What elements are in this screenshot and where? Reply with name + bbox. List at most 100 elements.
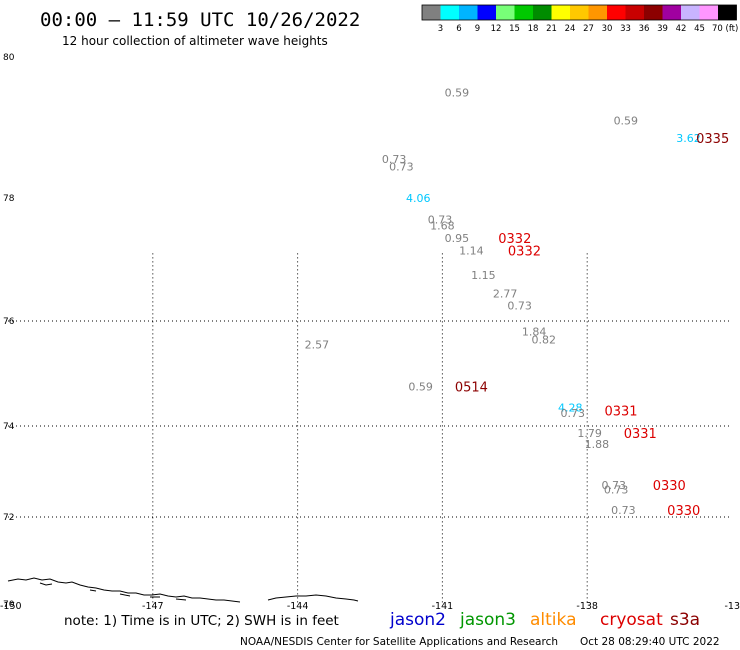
coastline-alaska [7, 577, 241, 603]
latitude-label: 70 [3, 600, 15, 610]
generated-timestamp: Oct 28 08:29:40 UTC 2022 [580, 636, 720, 648]
scale-swatch [662, 5, 681, 20]
scale-tick-label: 30 [602, 24, 613, 34]
scale-swatch [607, 5, 626, 20]
longitude-labels: -150 -147 -144 -141 -138 -13 [0, 601, 740, 612]
color-scale-bar [421, 4, 737, 21]
wave-height-value: 2.57 [305, 339, 330, 352]
scale-tick-label: 18 [528, 24, 539, 34]
wave-height-value: 4.28 [558, 402, 583, 415]
scale-tick-label: 24 [565, 24, 576, 34]
satellite-name: s3a [670, 610, 700, 630]
wave-height-value: 1.79 [577, 427, 602, 440]
scale-swatch [551, 5, 570, 20]
satellite-name: cryosat [600, 610, 663, 630]
latitude-label: 76 [3, 317, 15, 327]
latitude-labels: 80 78 76 74 72 70 [3, 53, 15, 610]
pass-time-label: 0332 [498, 232, 531, 247]
satellite-name: altika [530, 610, 577, 630]
scale-swatch [440, 5, 459, 20]
pass-time-label: 0335 [696, 132, 729, 147]
scale-tick-label: 15 [509, 24, 520, 34]
latitude-label: 78 [3, 194, 15, 204]
scale-tick-label: 45 [694, 24, 705, 34]
wave-height-value: 1.15 [471, 269, 496, 282]
scale-swatch [681, 5, 700, 20]
longitude-label: -13 [724, 601, 740, 612]
scale-swatch [496, 5, 515, 20]
satellite-name: jason3 [459, 610, 516, 630]
scale-swatch [477, 5, 496, 20]
pass-time-label: 0331 [604, 404, 637, 419]
wave-height-value: 0.59 [445, 86, 470, 99]
scale-swatch [699, 5, 718, 20]
wave-height-value: 0.59 [408, 381, 433, 394]
longitude-label: -138 [576, 601, 598, 612]
wave-height-value: 4.06 [406, 192, 431, 205]
pass-time-label: 0331 [624, 427, 657, 442]
wave-height-value: 0.82 [532, 333, 557, 346]
coastline-yukon [267, 594, 359, 602]
wave-height-value: 0.73 [389, 160, 414, 173]
scale-tick-label: 9 [475, 24, 480, 34]
wave-height-value: 1.68 [430, 220, 455, 233]
scale-tick-label: 42 [676, 24, 687, 34]
wave-height-value: 0.73 [611, 504, 636, 517]
pass-time-label: 0330 [667, 504, 700, 519]
wave-height-value: 3.62 [676, 132, 701, 145]
scale-swatch [570, 5, 589, 20]
scale-swatch [533, 5, 552, 20]
scale-tick-label: 33 [620, 24, 631, 34]
scale-tick-label: 27 [583, 24, 594, 34]
wave-height-value: 0.59 [614, 114, 639, 127]
credit-footer: NOAA/NESDIS Center for Satellite Applica… [240, 636, 558, 648]
wave-height-value: 0.73 [428, 214, 453, 227]
scale-swatch [588, 5, 607, 20]
color-scale-labels: 3 6 9 12 15 18 21 24 27 30 33 36 39 42 45 70 (ft) [438, 24, 739, 34]
scale-tick-label: 21 [546, 24, 557, 34]
scale-swatch [625, 5, 644, 20]
scale-swatch [644, 5, 663, 20]
wave-height-value: 0.73 [507, 300, 532, 313]
scale-tick-label: 36 [639, 24, 650, 34]
wave-height-value: 0.73 [601, 479, 626, 492]
scale-tick-label: 6 [456, 24, 461, 34]
coastline [7, 577, 359, 603]
scale-swatch [718, 5, 737, 20]
wave-height-value: 0.73 [382, 153, 407, 166]
wave-height-value: 0.73 [560, 407, 585, 420]
wave-height-value: 0.95 [445, 232, 470, 245]
wave-height-value: 1.14 [459, 244, 484, 257]
scale-tick-label: 12 [491, 24, 502, 34]
latitude-label: 74 [3, 422, 15, 432]
scale-swatch [459, 5, 478, 20]
wave-height-observations: 0.590.593.620.730.734.060.731.680.951.14… [305, 86, 701, 517]
pass-time-label: 0332 [508, 244, 541, 259]
scale-swatch [514, 5, 533, 20]
scale-tick-label: 3 [438, 24, 443, 34]
longitude-label: -150 [0, 601, 22, 612]
scale-swatch [422, 5, 441, 20]
wave-height-value: 0.73 [604, 484, 629, 497]
units-note: note: 1) Time is in UTC; 2) SWH is in fe… [64, 613, 339, 629]
scale-tick-label: 39 [657, 24, 668, 34]
longitude-label: -141 [432, 601, 454, 612]
map-title: 00:00 – 11:59 UTC 10/26/2022 [40, 9, 360, 31]
latitude-label: 72 [3, 513, 14, 523]
scale-tick-label: 70 (ft) [712, 24, 738, 34]
latitude-label: 80 [3, 53, 15, 63]
map-subtitle: 12 hour collection of altimeter wave hei… [62, 34, 328, 48]
longitude-label: -144 [287, 601, 309, 612]
longitude-label: -147 [142, 601, 164, 612]
lat-lon-grid [8, 253, 732, 604]
wave-height-value: 1.88 [585, 438, 610, 451]
wave-height-value: 1.84 [522, 326, 547, 339]
satellite-legend: jason2 jason3 altika cryosat s3a [389, 610, 700, 630]
pass-time-label: 0330 [653, 479, 686, 494]
wave-height-value: 2.77 [493, 287, 518, 300]
scale-frame [421, 4, 737, 21]
pass-time-label: 0514 [455, 381, 488, 396]
coastline-alaska-islands [39, 582, 187, 601]
